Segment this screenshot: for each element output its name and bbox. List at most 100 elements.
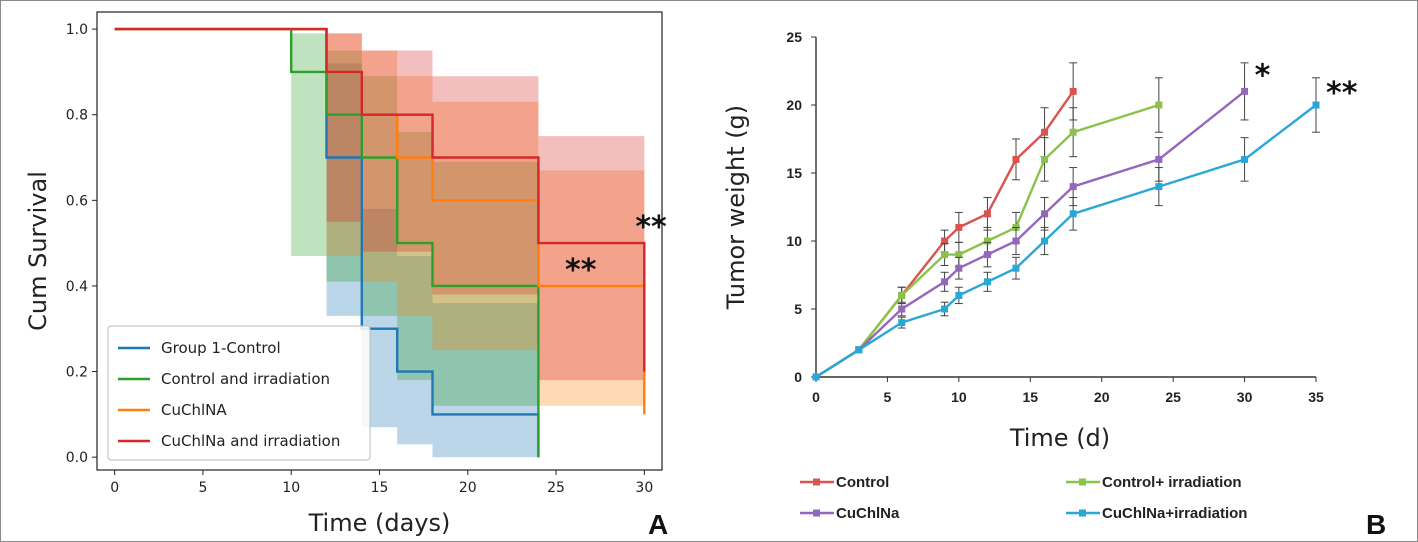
ci-band-control-and-irradiation-1 — [291, 33, 327, 256]
x-tick-label: 15 — [371, 480, 389, 496]
x-tick-label: 35 — [1308, 389, 1324, 405]
y-tick-label: 20 — [786, 97, 802, 113]
legend-label-cuchlna: CuChlNa — [836, 505, 900, 522]
data-point — [1069, 210, 1077, 218]
y-tick-label: 0.8 — [66, 108, 88, 124]
ci-band-cuchlna-2 — [361, 50, 398, 282]
panel-b-series — [812, 62, 1320, 381]
ci-band-cuchlna-and-irradiation-4 — [538, 136, 645, 381]
panel-a-confidence-bands — [114, 29, 645, 458]
legend-label-control: Control — [836, 474, 889, 491]
panel-a-survival-lines — [114, 27, 646, 458]
panel-b-axes — [815, 37, 1316, 378]
data-point — [955, 223, 963, 231]
data-point — [1069, 183, 1077, 191]
ci-band-control-and-irradiation-3 — [361, 76, 398, 316]
ci-band-cuchlna-3 — [397, 76, 433, 316]
survival-line-control-and-irradiation — [114, 27, 540, 458]
ci-band-group-1-control-1 — [326, 63, 362, 316]
x-tick-label: 30 — [1237, 389, 1253, 405]
x-tick-label: 15 — [1022, 389, 1038, 405]
y-tick-label: 0.0 — [66, 450, 88, 466]
data-point — [1041, 210, 1049, 218]
x-tick-label: 10 — [951, 389, 967, 405]
legend-label-group-1-control: Group 1-Control — [161, 339, 281, 357]
legend-marker-control-irradiation — [1079, 478, 1086, 486]
legend-marker-cuchlna — [813, 509, 820, 517]
data-point — [1041, 237, 1049, 245]
y-tick-label: 0.2 — [66, 365, 88, 381]
panel-b-legend: Control Control+ irradiation CuChlNa CuChlN… — [800, 474, 1247, 522]
y-tick-label: 1.0 — [66, 22, 88, 38]
data-point — [941, 305, 949, 313]
data-point — [1155, 183, 1163, 191]
panel-b-x-axis-label: Time (d) — [1009, 424, 1110, 452]
data-point — [1312, 101, 1320, 109]
x-tick-label: 0 — [110, 480, 119, 496]
y-tick-label: 15 — [786, 165, 802, 181]
panel-a-y-axis-label: Cum Survival — [24, 171, 52, 331]
panel-b-label: B — [1366, 509, 1386, 540]
significance-annotation: ** — [1326, 76, 1358, 111]
y-tick-label: 10 — [786, 233, 802, 249]
y-tick-label: 0.6 — [66, 193, 88, 209]
panel-b-tumor-weight-chart: 0 5 10 15 20 25 30 35 0 5 10 15 20 25 Time (d) Tumor… — [722, 29, 1386, 540]
series-line-control-irradiation — [815, 103, 1160, 379]
ci-band-cuchlna-4 — [432, 101, 539, 351]
panel-b-annotations: *** — [1255, 58, 1358, 111]
ci-band-control-and-irradiation-2 — [326, 50, 362, 282]
legend-marker-cuchlna-irradiation — [1079, 509, 1086, 517]
ci-band-control-and-irradiation-4 — [397, 131, 433, 381]
data-point — [955, 251, 963, 259]
legend-label-cuchlna: CuChlNA — [161, 401, 227, 419]
ci-band-cuchlna-5 — [538, 170, 645, 406]
legend-label-cuchlna-and-irradiation: CuChlNa and irradiation — [161, 432, 340, 450]
data-point — [1155, 101, 1163, 109]
ci-band-control-and-irradiation-5 — [432, 161, 539, 406]
data-point — [1155, 155, 1163, 163]
data-point — [1012, 155, 1020, 163]
ci-band-cuchlna-and-irradiation-1 — [326, 33, 362, 222]
data-point — [898, 319, 906, 327]
legend-box — [107, 325, 371, 461]
x-tick-label: 5 — [198, 480, 207, 496]
panel-a-x-ticks: 0 5 10 15 20 25 30 — [110, 470, 653, 496]
data-point — [1041, 155, 1049, 163]
panel-b-x-ticks: 0 5 10 15 20 25 30 35 — [812, 377, 1324, 405]
ci-band-group-1-control-4 — [432, 303, 539, 458]
data-point — [1069, 87, 1077, 95]
data-point — [1012, 264, 1020, 272]
y-tick-label: 25 — [786, 29, 802, 45]
panel-a-annotations: ** ** — [565, 210, 667, 288]
data-point — [983, 251, 991, 259]
significance-annotation: * — [1255, 58, 1271, 93]
significance-annotation: ** — [635, 210, 667, 245]
data-point — [1241, 155, 1249, 163]
legend-label-cuchlna-irradiation: CuChlNa+irradiation — [1102, 505, 1247, 522]
significance-annotation: ** — [565, 253, 597, 288]
x-tick-label: 25 — [1165, 389, 1181, 405]
data-point — [1012, 237, 1020, 245]
panel-a-legend: Group 1-Control Control and irradiation Cu… — [107, 325, 371, 461]
ci-band-group-1-control-3 — [397, 255, 433, 445]
data-point — [955, 291, 963, 299]
panel-b-y-ticks: 0 5 10 15 20 25 — [786, 29, 816, 385]
series-control-irradiation — [812, 77, 1163, 381]
data-point — [898, 291, 906, 299]
x-tick-label: 30 — [635, 480, 653, 496]
panel-a-x-axis-label: Time (days) — [308, 509, 451, 537]
series-line-cuchlna — [815, 90, 1246, 379]
data-point — [1069, 128, 1077, 136]
y-tick-label: 5 — [794, 301, 802, 317]
x-tick-label: 20 — [1094, 389, 1110, 405]
data-point — [1241, 87, 1249, 95]
panel-a-survival-chart: 0 5 10 15 20 25 30 0.0 0.2 0.4 0.6 0.8 1.0 Time (da… — [24, 11, 668, 540]
data-point — [983, 237, 991, 245]
y-tick-label: 0 — [794, 369, 802, 385]
data-point — [855, 346, 863, 354]
data-point — [898, 305, 906, 313]
legend-label-control-irradiation: Control+ irradiation — [1102, 474, 1242, 491]
x-tick-label: 0 — [812, 389, 820, 405]
data-point — [983, 278, 991, 286]
